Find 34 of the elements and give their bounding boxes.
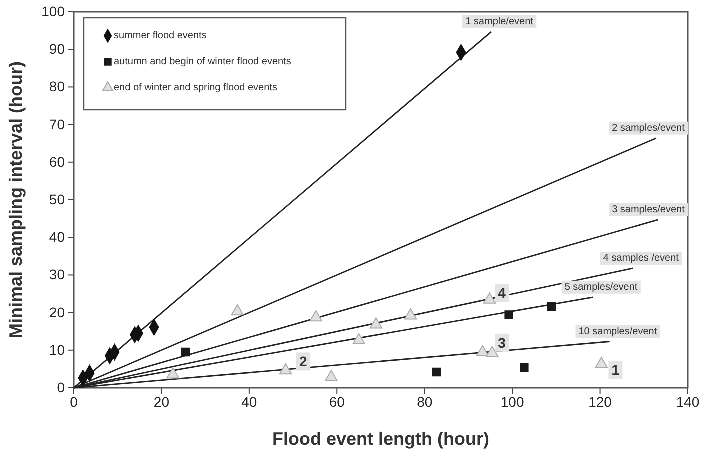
y-tick-label: 50 <box>49 191 66 208</box>
series-label: 2 samples/event <box>612 122 686 134</box>
y-tick-label: 20 <box>49 304 66 320</box>
y-tick-label: 90 <box>49 41 66 58</box>
annotation: 2 <box>299 354 308 370</box>
series-label: 10 samples/event <box>578 326 658 338</box>
y-tick-label: 0 <box>57 379 66 396</box>
series-label: 3 samples/event <box>612 204 686 216</box>
x-tick-label: 100 <box>500 394 524 410</box>
y-tick-label: 30 <box>49 266 66 283</box>
y-tick-label: 100 <box>42 3 66 20</box>
series-label: 1 sample/event <box>466 16 534 28</box>
series-label: 5 samples/event <box>564 282 638 293</box>
y-tick-label: 70 <box>49 116 66 132</box>
legend-label: autumn and begin of winter flood events <box>114 56 292 68</box>
y-axis-title: Minimal sampling interval (hour) <box>6 61 26 339</box>
x-tick-label: 0 <box>70 394 78 410</box>
legend-label: end of winter and spring flood events <box>114 82 278 94</box>
x-tick-label: 40 <box>242 394 258 410</box>
x-tick-label: 60 <box>329 394 346 410</box>
legend-label: summer flood events <box>114 30 207 42</box>
annotation: 1 <box>612 362 620 378</box>
y-tick-label: 80 <box>49 78 66 95</box>
y-tick-label: 10 <box>49 342 66 358</box>
x-tick-label: 120 <box>588 394 612 410</box>
annotation: 3 <box>498 334 506 351</box>
annotation: 4 <box>498 285 506 302</box>
series-label: 4 samples /event <box>603 252 680 264</box>
y-tick-label: 40 <box>49 229 66 246</box>
x-tick-label: 80 <box>417 394 433 410</box>
x-axis-title: Flood event length (hour) <box>272 429 490 449</box>
x-tick-label: 20 <box>154 394 170 410</box>
x-tick-label: 140 <box>676 394 700 410</box>
y-tick-label: 60 <box>49 154 66 170</box>
